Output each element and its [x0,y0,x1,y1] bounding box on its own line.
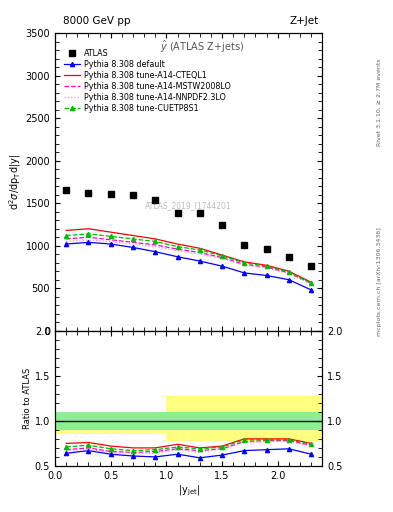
Pythia 8.308 tune-A14-MSTW2008LO [64,236,68,242]
Pythia 8.308 tune-A14-NNPDF2.3LO [242,262,247,268]
Line: Pythia 8.308 tune-A14-MSTW2008LO: Pythia 8.308 tune-A14-MSTW2008LO [66,237,311,283]
Y-axis label: d$^2\sigma$/dp$_{\rm T}$d|y|: d$^2\sigma$/dp$_{\rm T}$d|y| [7,154,23,210]
Pythia 8.308 default [175,254,180,260]
Pythia 8.308 tune-A14-CTEQL1 [86,226,91,232]
Pythia 8.308 tune-CUETP8S1 [242,260,247,266]
ATLAS [64,186,68,193]
Pythia 8.308 tune-A14-NNPDF2.3LO [197,251,202,258]
Pythia 8.308 tune-A14-CTEQL1 [197,245,202,251]
Line: Pythia 8.308 default: Pythia 8.308 default [64,240,313,292]
ATLAS [130,191,135,198]
ATLAS [153,197,158,203]
Pythia 8.308 tune-A14-CTEQL1 [309,279,314,285]
ATLAS [242,242,247,248]
Line: Pythia 8.308 tune-A14-NNPDF2.3LO: Pythia 8.308 tune-A14-NNPDF2.3LO [66,240,311,284]
Pythia 8.308 tune-A14-NNPDF2.3LO [264,265,269,271]
Pythia 8.308 tune-CUETP8S1 [86,231,91,237]
ATLAS [175,209,180,216]
Legend: ATLAS, Pythia 8.308 default, Pythia 8.308 tune-A14-CTEQL1, Pythia 8.308 tune-A14: ATLAS, Pythia 8.308 default, Pythia 8.30… [62,46,233,115]
Pythia 8.308 tune-A14-CTEQL1 [286,268,291,274]
Pythia 8.308 default [130,244,135,250]
Pythia 8.308 tune-A14-MSTW2008LO [220,254,224,261]
Pythia 8.308 tune-A14-CTEQL1 [153,236,158,242]
X-axis label: |y$_{\rm jet}$|: |y$_{\rm jet}$| [178,483,200,498]
Text: Rivet 3.1.10, ≥ 2.7M events: Rivet 3.1.10, ≥ 2.7M events [377,58,382,146]
Pythia 8.308 default [153,249,158,255]
Pythia 8.308 tune-CUETP8S1 [175,244,180,250]
Pythia 8.308 tune-A14-NNPDF2.3LO [175,248,180,254]
Pythia 8.308 default [197,258,202,264]
Line: ATLAS: ATLAS [63,187,314,269]
Pythia 8.308 tune-A14-CTEQL1 [130,232,135,239]
Pythia 8.308 tune-A14-MSTW2008LO [264,264,269,270]
Pythia 8.308 default [108,241,113,247]
ATLAS [220,222,224,228]
Pythia 8.308 tune-A14-NNPDF2.3LO [130,241,135,247]
Pythia 8.308 tune-A14-NNPDF2.3LO [64,239,68,245]
ATLAS [264,246,269,252]
Pythia 8.308 default [264,272,269,279]
Text: ATLAS_2019_I1744201: ATLAS_2019_I1744201 [145,201,232,210]
Pythia 8.308 tune-A14-MSTW2008LO [153,242,158,248]
Pythia 8.308 tune-A14-CTEQL1 [264,262,269,268]
ATLAS [86,190,91,196]
Pythia 8.308 tune-A14-NNPDF2.3LO [108,239,113,245]
Pythia 8.308 tune-A14-MSTW2008LO [108,237,113,243]
Pythia 8.308 tune-A14-NNPDF2.3LO [153,244,158,250]
Text: Z+Jet: Z+Jet [289,15,318,26]
Pythia 8.308 tune-CUETP8S1 [130,236,135,242]
ATLAS [108,191,113,197]
Pythia 8.308 tune-A14-NNPDF2.3LO [86,237,91,243]
ATLAS [286,254,291,260]
Pythia 8.308 tune-A14-MSTW2008LO [197,249,202,255]
Y-axis label: Ratio to ATLAS: Ratio to ATLAS [23,368,32,429]
Pythia 8.308 tune-CUETP8S1 [153,239,158,245]
Pythia 8.308 tune-CUETP8S1 [286,269,291,275]
Pythia 8.308 tune-A14-CTEQL1 [242,259,247,265]
Pythia 8.308 default [242,270,247,276]
Pythia 8.308 default [220,263,224,269]
Pythia 8.308 tune-A14-MSTW2008LO [242,261,247,267]
Pythia 8.308 tune-A14-MSTW2008LO [175,246,180,252]
Pythia 8.308 default [286,276,291,283]
Pythia 8.308 tune-A14-NNPDF2.3LO [309,281,314,287]
Pythia 8.308 tune-A14-CTEQL1 [64,227,68,233]
Pythia 8.308 tune-CUETP8S1 [309,280,314,286]
Pythia 8.308 tune-A14-MSTW2008LO [86,234,91,240]
Text: $\hat{y}$ (ATLAS Z+jets): $\hat{y}$ (ATLAS Z+jets) [160,39,244,55]
Pythia 8.308 tune-A14-MSTW2008LO [130,239,135,245]
Line: Pythia 8.308 tune-A14-CTEQL1: Pythia 8.308 tune-A14-CTEQL1 [66,229,311,282]
Pythia 8.308 tune-CUETP8S1 [220,253,224,259]
Pythia 8.308 tune-CUETP8S1 [197,247,202,253]
Text: mcplots.cern.ch [arXiv:1306.3436]: mcplots.cern.ch [arXiv:1306.3436] [377,227,382,336]
Line: Pythia 8.308 tune-CUETP8S1: Pythia 8.308 tune-CUETP8S1 [64,232,313,285]
Pythia 8.308 tune-A14-NNPDF2.3LO [286,271,291,277]
Pythia 8.308 default [309,287,314,293]
Pythia 8.308 tune-A14-MSTW2008LO [286,270,291,276]
Pythia 8.308 default [86,239,91,245]
Pythia 8.308 tune-A14-NNPDF2.3LO [220,255,224,262]
Pythia 8.308 tune-CUETP8S1 [64,232,68,239]
Text: 8000 GeV pp: 8000 GeV pp [63,15,130,26]
Pythia 8.308 tune-CUETP8S1 [108,233,113,240]
ATLAS [197,210,202,217]
Pythia 8.308 tune-A14-CTEQL1 [108,229,113,235]
Pythia 8.308 tune-CUETP8S1 [264,263,269,269]
Pythia 8.308 tune-A14-MSTW2008LO [309,280,314,286]
ATLAS [309,263,314,269]
Pythia 8.308 tune-A14-CTEQL1 [175,241,180,247]
Pythia 8.308 default [64,241,68,247]
Pythia 8.308 tune-A14-CTEQL1 [220,252,224,258]
